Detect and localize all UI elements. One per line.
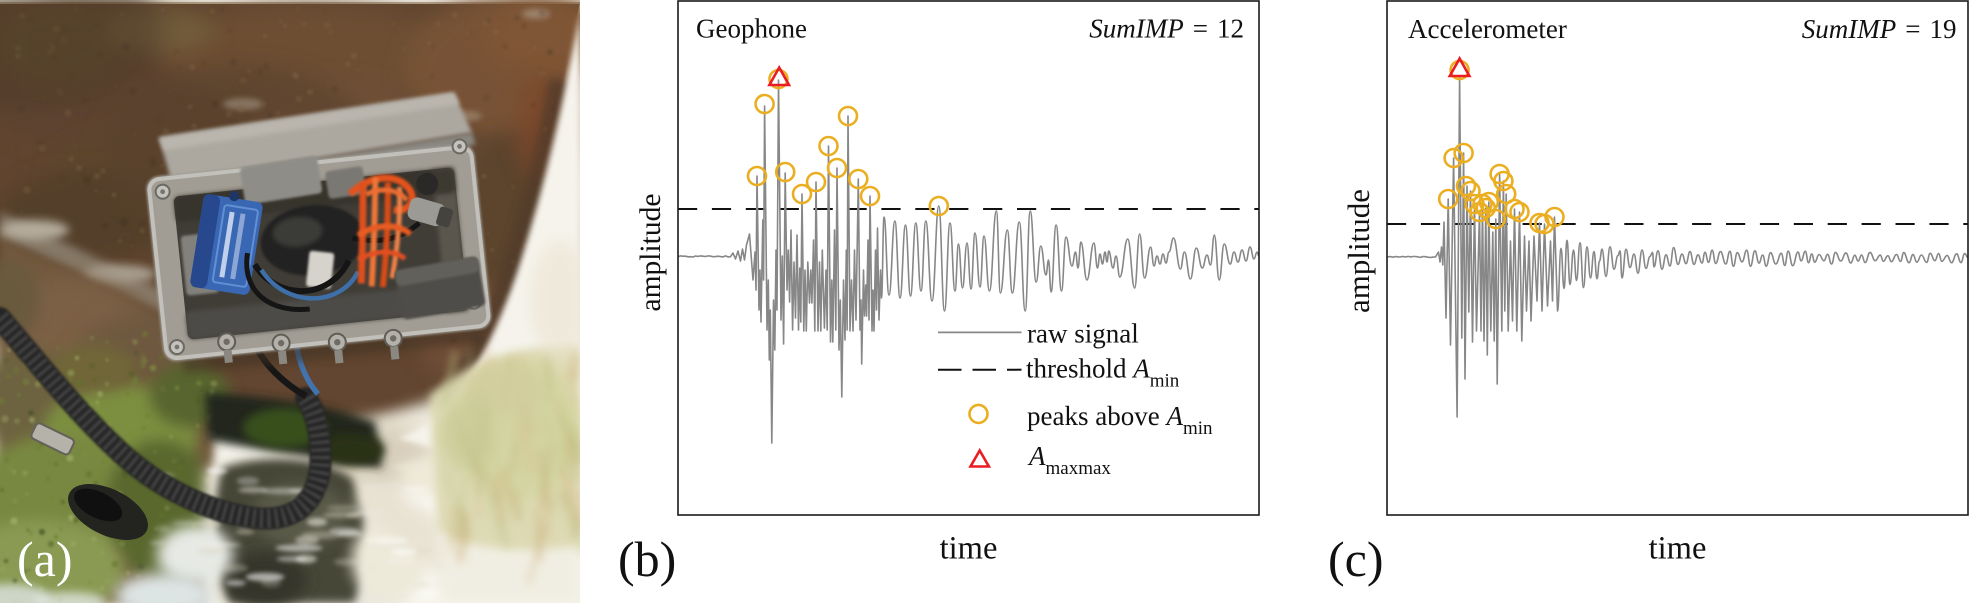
svg-text:SumIMP = 19: SumIMP = 19 (1802, 14, 1957, 44)
svg-text:peaks above Amin: peaks above Amin (1027, 401, 1213, 439)
svg-text:Accelerometer: Accelerometer (1408, 14, 1567, 44)
svg-text:threshold Amin: threshold Amin (1026, 354, 1180, 392)
svg-text:time: time (940, 531, 998, 567)
svg-text:amplitude: amplitude (635, 194, 667, 312)
svg-text:(b): (b) (618, 531, 676, 587)
svg-text:(a): (a) (17, 531, 73, 587)
svg-text:SumIMP = 12: SumIMP = 12 (1089, 14, 1244, 44)
svg-text:Amaxmax: Amaxmax (1027, 441, 1111, 479)
svg-text:time: time (1649, 531, 1707, 567)
svg-text:(c): (c) (1328, 531, 1384, 587)
svg-text:amplitude: amplitude (1341, 189, 1376, 313)
svg-text:raw signal: raw signal (1027, 319, 1139, 349)
svg-text:Geophone: Geophone (696, 14, 807, 44)
